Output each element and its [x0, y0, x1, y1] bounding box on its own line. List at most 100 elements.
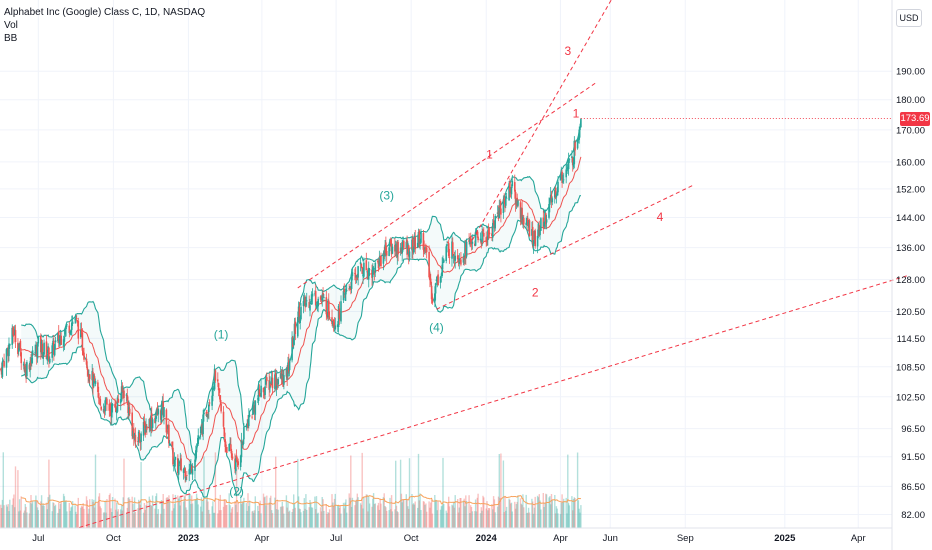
candle-body — [514, 182, 516, 192]
bollinger-indicator-label[interactable]: BB — [4, 33, 18, 44]
candle-body — [20, 352, 22, 364]
candle — [231, 453, 234, 461]
candle — [571, 150, 573, 163]
volume-bar — [454, 495, 456, 528]
candle — [116, 395, 119, 413]
volume-bar — [572, 510, 574, 528]
candle-body — [425, 247, 428, 253]
candle — [431, 293, 434, 305]
candle-body — [46, 355, 49, 361]
candle — [168, 420, 170, 448]
volume-bar — [382, 497, 385, 528]
volume-bar — [391, 511, 394, 528]
volume-bar — [452, 505, 454, 528]
volume-bar — [293, 494, 295, 528]
volume-bar — [475, 511, 478, 528]
candle — [134, 427, 137, 448]
candle — [447, 241, 449, 244]
candle — [390, 238, 393, 258]
candle — [508, 180, 510, 202]
volume-bar — [576, 452, 579, 528]
candle — [527, 219, 530, 232]
candle-body — [305, 303, 307, 305]
volume-bar — [316, 513, 319, 528]
candle — [104, 397, 106, 416]
candle-body — [80, 329, 83, 335]
bollinger-lower-band — [20, 195, 581, 498]
volume-bar — [430, 499, 433, 528]
candle-body — [9, 343, 11, 346]
volume-bar — [299, 509, 301, 528]
volume-bar — [380, 503, 382, 528]
candle — [425, 245, 428, 259]
candle — [131, 405, 133, 440]
volume-bar — [253, 510, 256, 528]
volume-bar — [361, 452, 363, 528]
candle — [514, 189, 517, 212]
candle-body — [97, 382, 99, 392]
candle-body — [434, 293, 436, 303]
candle — [151, 417, 154, 432]
candle-body — [259, 394, 261, 397]
candle-body — [447, 242, 449, 244]
volume-bar — [476, 497, 478, 528]
volume-bar — [434, 499, 437, 528]
volume-bar — [550, 494, 553, 528]
candle-body — [155, 416, 157, 422]
volume-bar — [386, 510, 388, 528]
volume-bar — [116, 502, 118, 528]
candle — [58, 335, 61, 347]
candle — [540, 217, 542, 231]
candle-body — [391, 246, 394, 254]
volume-bar — [241, 501, 243, 528]
candle-body — [279, 373, 282, 379]
candle-body — [527, 221, 530, 228]
volume-bar — [251, 511, 253, 528]
candle — [5, 347, 8, 376]
volume-bar — [580, 505, 582, 528]
candle — [228, 443, 230, 452]
candle — [155, 407, 158, 419]
candle — [282, 369, 284, 387]
candle-body — [360, 263, 363, 268]
currency-button[interactable]: USD — [896, 9, 922, 27]
candle — [166, 424, 168, 434]
candle — [258, 384, 261, 397]
volume-bar — [31, 503, 33, 528]
volume-indicator-label[interactable]: Vol — [4, 20, 18, 31]
candle-body — [185, 477, 187, 481]
candle-body — [528, 220, 531, 237]
volume-bar — [13, 494, 15, 528]
candle-body — [297, 317, 299, 337]
candle-body — [248, 415, 250, 427]
candle-body — [230, 444, 232, 451]
volume-bar — [231, 508, 233, 528]
candle — [499, 198, 501, 215]
volume-bar — [9, 499, 11, 528]
candle — [365, 252, 368, 271]
candle — [262, 387, 265, 399]
candle-body — [219, 395, 222, 403]
candle-body — [86, 367, 89, 370]
volume-bar — [326, 513, 328, 528]
candle — [186, 470, 188, 481]
candle — [194, 453, 196, 479]
volume-bar — [213, 512, 216, 528]
volume-bar — [457, 512, 460, 528]
wave-label: 2 — [532, 285, 539, 299]
candle — [119, 393, 122, 411]
candle-body — [71, 322, 73, 330]
symbol-title[interactable]: Alphabet Inc (Google) Class C, 1D, NASDA… — [4, 7, 206, 18]
volume-bar — [554, 513, 557, 528]
candle — [418, 229, 421, 249]
candle-body — [321, 294, 323, 301]
candle-body — [251, 416, 253, 418]
volume-bar — [23, 512, 25, 528]
time-tick-label: 2024 — [476, 533, 498, 544]
volume-bar — [34, 500, 36, 528]
volume-bar — [298, 508, 301, 528]
candle-body — [177, 464, 180, 475]
candle-body — [186, 475, 188, 476]
candle-body — [431, 297, 434, 303]
